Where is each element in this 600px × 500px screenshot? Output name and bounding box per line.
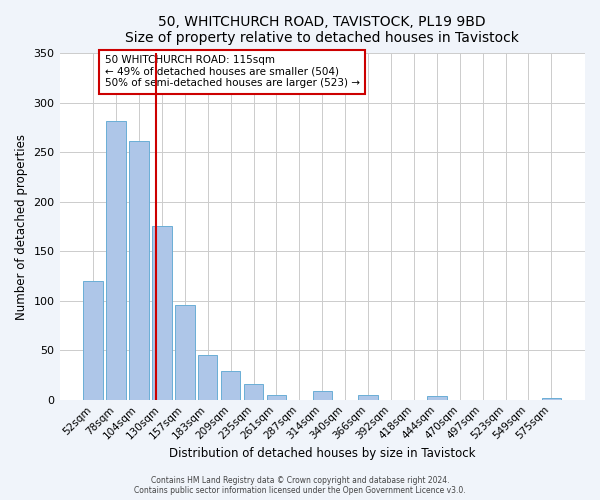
- Title: 50, WHITCHURCH ROAD, TAVISTOCK, PL19 9BD
Size of property relative to detached h: 50, WHITCHURCH ROAD, TAVISTOCK, PL19 9BD…: [125, 15, 519, 45]
- Text: Contains HM Land Registry data © Crown copyright and database right 2024.
Contai: Contains HM Land Registry data © Crown c…: [134, 476, 466, 495]
- X-axis label: Distribution of detached houses by size in Tavistock: Distribution of detached houses by size …: [169, 447, 476, 460]
- Bar: [358, 395, 378, 400]
- Bar: [221, 371, 241, 400]
- Text: 50 WHITCHURCH ROAD: 115sqm
← 49% of detached houses are smaller (504)
50% of sem: 50 WHITCHURCH ROAD: 115sqm ← 49% of deta…: [104, 56, 359, 88]
- Bar: [542, 398, 561, 400]
- Bar: [106, 120, 126, 400]
- Bar: [198, 355, 217, 400]
- Bar: [129, 142, 149, 400]
- Y-axis label: Number of detached properties: Number of detached properties: [15, 134, 28, 320]
- Bar: [175, 304, 194, 400]
- Bar: [267, 395, 286, 400]
- Bar: [83, 281, 103, 400]
- Bar: [427, 396, 446, 400]
- Bar: [244, 384, 263, 400]
- Bar: [313, 391, 332, 400]
- Bar: [152, 226, 172, 400]
